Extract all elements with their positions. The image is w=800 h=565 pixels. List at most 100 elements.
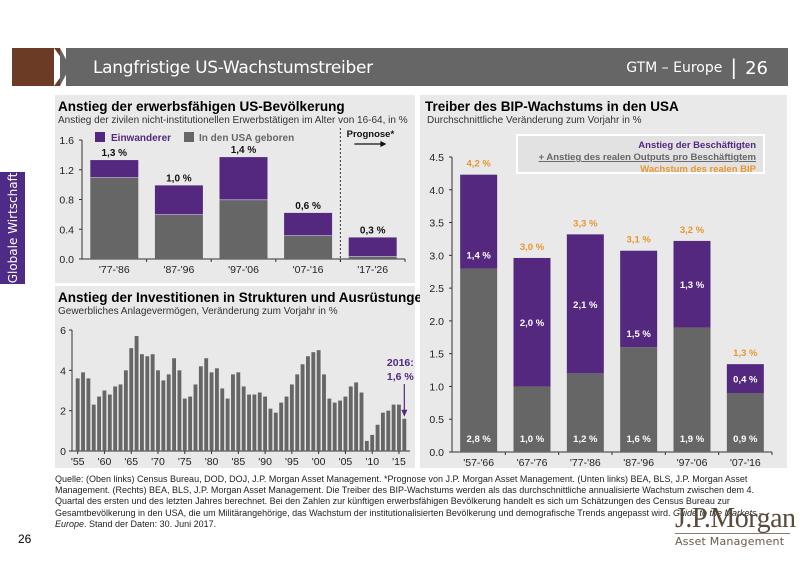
bar-segment-output xyxy=(513,386,551,452)
employment-label: 1,3 % xyxy=(680,280,705,291)
legend-label-native: In den USA geboren xyxy=(199,133,294,144)
bar-segment-employment xyxy=(620,250,658,348)
x-tick-label: '87-'96 xyxy=(623,457,654,468)
bar xyxy=(172,358,176,451)
bar xyxy=(359,392,364,451)
bar xyxy=(161,380,166,451)
population-title: Anstieg der erwerbsfähigen US-Bevölkerun… xyxy=(58,99,345,114)
x-tick-label: '55 xyxy=(71,456,85,468)
output-label: 2,8 % xyxy=(467,434,492,445)
investment-subtitle: Gewerbliches Anlagevermögen, Veränderung… xyxy=(58,306,338,317)
employment-label: 1,4 % xyxy=(467,250,492,261)
gdp-total-label: 4,2 % xyxy=(467,159,492,170)
bar xyxy=(177,370,182,451)
x-tick-label: '07-'16 xyxy=(293,264,324,276)
bar-segment xyxy=(284,235,333,259)
investment-title: Anstieg der Investitionen in Strukturen … xyxy=(58,290,431,305)
gdp-title: Treiber des BIP-Wachstums in den USA xyxy=(425,99,679,114)
bar xyxy=(91,404,96,451)
bar xyxy=(86,378,91,451)
legend-box xyxy=(516,134,765,174)
page-title: Langfristige US-Wachstumstreiber xyxy=(93,58,373,78)
bar xyxy=(97,396,102,451)
x-tick-label: '57-'66 xyxy=(463,457,494,468)
bar-segment xyxy=(348,256,397,259)
bar xyxy=(316,350,321,451)
header-meta: GTM – Europe | 26 xyxy=(626,55,768,79)
y-tick-label: 0.8 xyxy=(59,195,74,207)
bar xyxy=(263,396,268,451)
bar xyxy=(145,356,150,451)
bar xyxy=(343,396,348,451)
bar xyxy=(273,412,278,451)
bar xyxy=(198,366,203,451)
series-label: GTM – Europe xyxy=(626,60,723,76)
x-tick-label: '65 xyxy=(124,456,138,468)
bar xyxy=(391,404,396,451)
gdp-panel: Treiber des BIP-Wachstums in den USA Dur… xyxy=(420,95,787,468)
bar-total-label: 1,4 % xyxy=(231,145,257,156)
y-tick-label: 4.5 xyxy=(429,152,444,164)
y-tick-label: 2.0 xyxy=(429,316,444,328)
bar-segment-output xyxy=(726,393,764,452)
jpmorgan-logo: J.P.Morgan Asset Management xyxy=(675,505,796,548)
investment-chart: 0 2 4 6 '55 '60 '65 '70 '75 '80 '85 '90 '95 '00 '05 '10… xyxy=(60,325,414,468)
header-page-number: 26 xyxy=(745,57,768,79)
annotation-arrow-head xyxy=(401,409,408,417)
bar xyxy=(134,336,139,451)
bar xyxy=(364,440,369,451)
bar xyxy=(279,402,284,451)
x-tick-label: '17-'26 xyxy=(357,264,388,276)
bar-segment-employment xyxy=(513,257,551,387)
x-tick-label: '97-'06 xyxy=(677,457,708,468)
x-tick-label: '97-'06 xyxy=(228,264,259,276)
section-tab: Globale Wirtschaft xyxy=(0,172,25,284)
bar-total-label: 0,6 % xyxy=(295,201,321,212)
bar-segment xyxy=(154,185,203,215)
bar xyxy=(182,398,187,451)
x-tick-label: '80 xyxy=(205,456,219,468)
bar xyxy=(295,374,300,451)
bar-segment xyxy=(90,160,139,178)
y-tick-label: 3.5 xyxy=(429,218,444,230)
annotation-year: 2016: xyxy=(387,357,414,369)
bar-total-label: 1,0 % xyxy=(166,173,192,184)
bar-segment-employment xyxy=(673,240,711,328)
bar xyxy=(166,374,171,451)
y-tick-label: 0.0 xyxy=(59,254,74,266)
bar xyxy=(156,370,160,451)
output-label: 1,0 % xyxy=(520,434,545,445)
x-tick-label: '15 xyxy=(392,456,406,468)
bar xyxy=(231,374,235,451)
y-tick-label: 4.0 xyxy=(429,185,444,197)
bar xyxy=(268,408,273,451)
y-tick-label: 1.2 xyxy=(59,165,74,177)
employment-label: 2,1 % xyxy=(573,300,598,311)
y-tick-label: 2.5 xyxy=(429,283,444,295)
population-chart: 0.0 0.4 0.8 1.2 1.6 1,3 % '77-'86 1,0 % '87-'96 1… xyxy=(59,128,406,276)
bar xyxy=(386,410,391,451)
bar-segment xyxy=(154,214,203,259)
y-tick-label: 0.0 xyxy=(429,447,444,459)
bar xyxy=(247,394,251,451)
y-tick-label: 1.6 xyxy=(59,135,74,147)
header-accent xyxy=(12,48,60,86)
bar-segment-output xyxy=(566,373,604,452)
page-number: 26 xyxy=(18,532,32,546)
bar-segment xyxy=(284,212,333,236)
bar-total-label: 0,3 % xyxy=(360,225,386,236)
bar-segment-output xyxy=(460,268,498,452)
y-tick-label: 0 xyxy=(60,446,66,458)
bar xyxy=(370,434,375,451)
header-separator: | xyxy=(730,55,738,79)
bar xyxy=(311,352,316,451)
output-label: 1,2 % xyxy=(573,434,598,445)
forecast-label: Prognose* xyxy=(347,129,395,140)
gdp-total-label: 1,3 % xyxy=(733,348,758,359)
header-bar xyxy=(66,48,788,86)
legend-employment: Anstieg der Beschäftigten xyxy=(638,140,756,151)
legend-gdp: Wachstum des realen BIP xyxy=(640,164,756,175)
x-tick-label: '90 xyxy=(258,456,272,468)
footnote-text: Quelle: (Oben links) Census Bureau, DOD,… xyxy=(55,474,754,518)
bar xyxy=(107,394,112,451)
